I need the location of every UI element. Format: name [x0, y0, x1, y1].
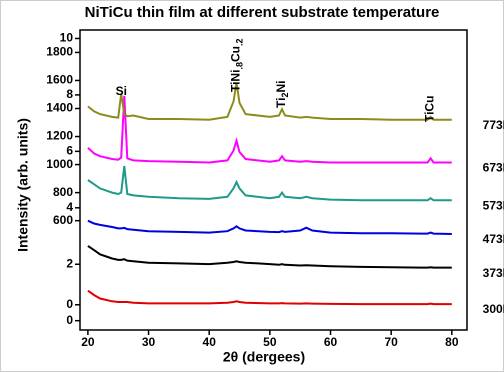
annotation-text: TiCu	[423, 96, 437, 122]
y2-tick-label: 8	[66, 87, 73, 101]
annotation-subscript: 2	[280, 93, 290, 98]
y-tick-label: 1000	[46, 157, 73, 171]
x-axis-label: 2θ (dergees)	[223, 349, 305, 365]
annotation-text: TiNi	[229, 70, 243, 92]
x-tick-label: 30	[142, 335, 156, 349]
series-label: 773K	[483, 118, 504, 132]
y-tick-label: 1200	[46, 129, 73, 143]
x-tick-label: 80	[445, 335, 459, 349]
annotation-text: Ti	[274, 98, 288, 108]
series-line	[87, 82, 452, 121]
x-tick-label: 20	[81, 335, 95, 349]
series-line	[87, 95, 452, 164]
x-tick-label: 70	[384, 335, 398, 349]
y-tick-label: 0	[66, 297, 73, 311]
annotation-text: Si	[116, 84, 127, 98]
series-label: 673K	[483, 161, 504, 175]
annotation: TiCu	[423, 96, 437, 122]
y2-tick-label: 6	[66, 144, 73, 158]
series-label: 300K	[483, 302, 504, 316]
series-line	[87, 219, 452, 235]
series-line	[87, 289, 452, 306]
annotation-text: Ni	[274, 81, 288, 93]
annotation: TiNi.8Cu.2	[229, 39, 245, 92]
annotation-text: Cu	[229, 46, 243, 62]
plot-frame	[79, 29, 468, 331]
y-tick-label: 600	[53, 213, 73, 227]
series-label: 573K	[483, 198, 504, 212]
chart-title: NiTiCu thin film at different substrate …	[85, 4, 440, 21]
series-line	[87, 245, 452, 269]
y2-tick-label: 2	[66, 256, 73, 270]
annotation-subscript: .2	[235, 39, 245, 47]
y-axis-label: Intensity (arb. units)	[15, 118, 31, 252]
y-tick-label: 800	[53, 185, 73, 199]
x-tick-label: 40	[203, 335, 217, 349]
annotation: Si	[116, 84, 127, 98]
y-tick-label: 1800	[46, 45, 73, 59]
x-tick-label: 60	[324, 335, 338, 349]
x-tick-label: 50	[263, 335, 277, 349]
series-label: 473K	[483, 232, 504, 246]
y-tick-label: 1600	[46, 73, 73, 87]
y2-tick-label: 0	[66, 313, 73, 327]
series-line	[87, 165, 452, 202]
annotation-subscript: .8	[235, 62, 245, 70]
series-label: 373K	[483, 266, 504, 280]
y-tick-label: 1400	[46, 101, 73, 115]
y2-tick-label: 4	[66, 200, 73, 214]
y2-tick-label: 10	[60, 31, 74, 45]
annotation: Ti2Ni	[274, 81, 290, 108]
